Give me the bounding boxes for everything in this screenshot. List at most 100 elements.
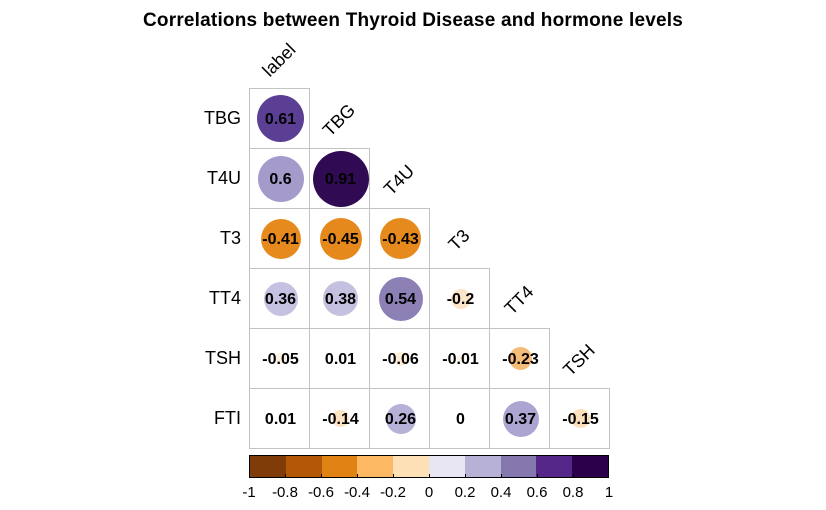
correlation-value: 0 [456, 410, 465, 428]
colorbar-tickmark [321, 474, 322, 478]
colorbar-segment-3 [357, 456, 394, 477]
matrix-cell-tsh-tt4: -0.23 [489, 328, 550, 389]
matrix-cell-tt4-t3: -0.2 [429, 268, 490, 329]
colorbar-tick-label: 0.8 [562, 484, 584, 501]
correlation-value: -0.23 [502, 350, 539, 368]
correlation-value: -0.41 [262, 230, 299, 248]
correlation-circle [275, 353, 286, 364]
matrix-cell-t4u-label: 0.6 [249, 148, 310, 209]
colorbar-tick-label: -0.8 [272, 484, 298, 501]
colorbar-segment-1 [285, 456, 322, 477]
colorbar-segment-7 [500, 456, 537, 477]
colorbar-tick-label: -0.6 [308, 484, 334, 501]
colorbar-segment-9 [572, 456, 608, 477]
colorbar-tickmark [573, 474, 574, 478]
correlation-circle [257, 155, 304, 202]
colorbar-segment-0 [250, 456, 286, 477]
correlation-value: 0.37 [504, 410, 537, 428]
correlation-value: 0.54 [384, 290, 417, 308]
correlation-circle [509, 347, 532, 370]
correlation-circle [319, 217, 362, 260]
correlation-value: 0.6 [269, 170, 292, 188]
correlation-circle [378, 276, 423, 321]
row-label-tt4: TT4 [208, 288, 241, 308]
matrix-cell-t3-label: -0.41 [249, 208, 310, 269]
correlation-circle [502, 400, 539, 437]
correlation-circle [380, 218, 421, 259]
correlation-circle [277, 415, 284, 422]
correlation-circle [263, 281, 298, 316]
matrix-cell-tt4-label: 0.36 [249, 268, 310, 329]
correlation-value: 0.26 [384, 410, 417, 428]
matrix-cell-fti-tsh: -0.15 [549, 388, 610, 449]
row-label-tbg: TBG [203, 108, 241, 128]
matrix-cell-tsh-t3: -0.01 [429, 328, 490, 389]
colorbar-tick-label: 0.2 [454, 484, 476, 501]
colorbar-tick-label: 1 [604, 484, 614, 501]
correlation-circle [385, 403, 416, 434]
correlation-circle [257, 95, 304, 142]
correlation-value: 0.38 [324, 290, 357, 308]
colorbar-tickmark [357, 474, 358, 478]
row-label-t3: T3 [219, 228, 241, 248]
correlation-value: 0.01 [264, 410, 297, 428]
correlation-value: -0.01 [442, 350, 479, 368]
colorbar-tick-label: -0.2 [380, 484, 406, 501]
colorbar-tick-label: 0.6 [526, 484, 548, 501]
correlation-circle [312, 150, 369, 207]
correlation-circle [393, 351, 408, 366]
matrix-cell-fti-tt4: 0.37 [489, 388, 550, 449]
colorbar-tick-label: -1 [242, 484, 256, 501]
correlation-value: 0.91 [324, 170, 357, 188]
row-label-tsh: TSH [205, 348, 241, 368]
colorbar-tickmark [429, 474, 430, 478]
correlation-value: -0.05 [262, 350, 299, 368]
row-label-t4u: T4U [206, 168, 241, 188]
correlation-value: -0.45 [322, 230, 359, 248]
correlation-value: -0.14 [322, 410, 359, 428]
matrix-cell-t3-tbg: -0.45 [309, 208, 370, 269]
matrix-cell-tbg-label: 0.61 [249, 88, 310, 149]
colorbar-tickmark [501, 474, 502, 478]
matrix-cell-tsh-label: -0.05 [249, 328, 310, 389]
colorbar-tickmark [285, 474, 286, 478]
colorbar-segment-6 [464, 456, 501, 477]
correlation-circle [450, 288, 471, 309]
correlation-value: 0.61 [264, 110, 297, 128]
matrix-cell-t4u-tbg: 0.91 [309, 148, 370, 209]
correlation-value: 0.36 [264, 290, 297, 308]
colorbar [249, 455, 609, 478]
matrix-cell-tt4-tbg: 0.38 [309, 268, 370, 329]
colorbar-tick-label: -0.4 [344, 484, 370, 501]
correlation-value: -0.15 [562, 410, 599, 428]
correlation-value: -0.43 [382, 230, 419, 248]
correlation-value: -0.06 [382, 350, 419, 368]
correlation-circle [323, 281, 358, 316]
matrix-cell-fti-t3: 0 [429, 388, 490, 449]
matrix-cell-fti-tbg: -0.14 [309, 388, 370, 449]
correlation-circle [571, 409, 590, 428]
colorbar-tick-label: 0 [424, 484, 434, 501]
matrix-cell-tsh-tbg: 0.01 [309, 328, 370, 389]
colorbar-tickmark [393, 474, 394, 478]
colorbar-segment-2 [321, 456, 358, 477]
matrix-cell-tsh-t4u: -0.06 [369, 328, 430, 389]
matrix-cell-fti-t4u: 0.26 [369, 388, 430, 449]
matrix-cell-tt4-t4u: 0.54 [369, 268, 430, 329]
matrix-cell-t3-t4u: -0.43 [369, 208, 430, 269]
correlation-value: -0.2 [446, 290, 475, 308]
chart-title: Correlations between Thyroid Disease and… [143, 10, 683, 31]
correlation-circle [456, 354, 465, 363]
colorbar-tick-label: 0.4 [490, 484, 512, 501]
correlation-circle [337, 355, 344, 362]
correlation-circle [260, 218, 301, 259]
colorbar-tickmark [465, 474, 466, 478]
correlation-circle [332, 410, 349, 427]
colorbar-segment-4 [393, 456, 429, 477]
colorbar-segment-8 [536, 456, 573, 477]
colorbar-tickmark [537, 474, 538, 478]
correlation-value: 0.01 [324, 350, 357, 368]
colorbar-segment-5 [428, 456, 465, 477]
matrix-cell-fti-label: 0.01 [249, 388, 310, 449]
